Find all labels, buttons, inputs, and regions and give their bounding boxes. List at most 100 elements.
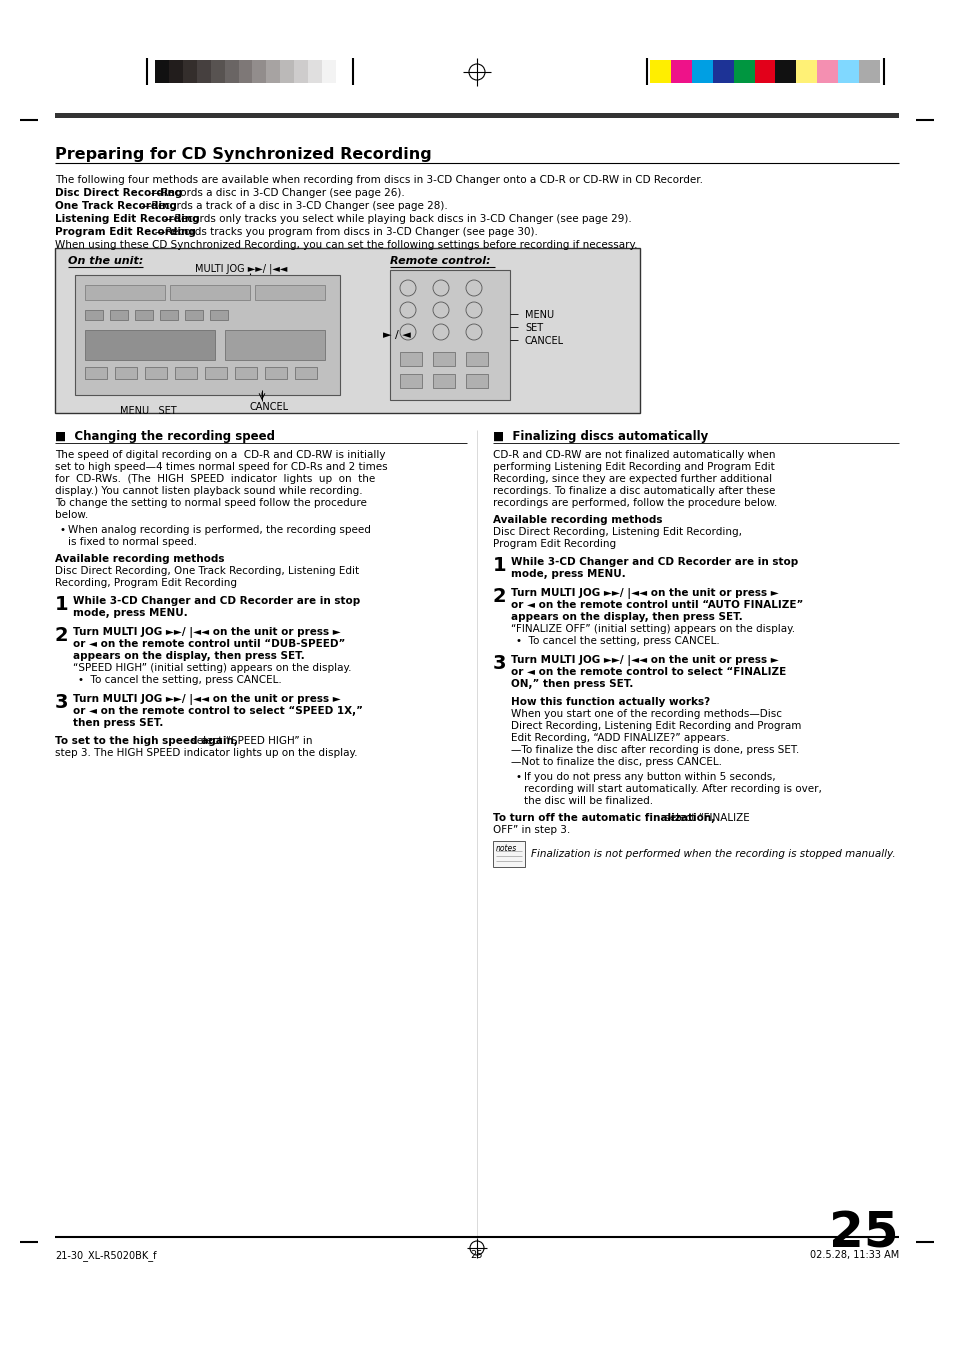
Bar xyxy=(185,310,203,320)
Text: 25: 25 xyxy=(470,1251,483,1260)
Text: step 3. The HIGH SPEED indicator lights up on the display.: step 3. The HIGH SPEED indicator lights … xyxy=(55,748,357,758)
Bar xyxy=(115,366,137,379)
Text: •  To cancel the setting, press CANCEL.: • To cancel the setting, press CANCEL. xyxy=(516,635,719,646)
Bar xyxy=(691,59,713,82)
Bar xyxy=(169,59,183,82)
Text: CANCEL: CANCEL xyxy=(250,402,289,412)
Text: •: • xyxy=(516,772,521,781)
Bar xyxy=(399,352,421,366)
Text: Direct Recording, Listening Edit Recording and Program: Direct Recording, Listening Edit Recordi… xyxy=(511,721,801,731)
Bar xyxy=(493,841,524,867)
Text: If you do not press any button within 5 seconds,: If you do not press any button within 5 … xyxy=(523,772,775,781)
Text: Turn MULTI JOG ►►/ |◄◄ on the unit or press ►: Turn MULTI JOG ►►/ |◄◄ on the unit or pr… xyxy=(511,654,778,667)
Text: MENU   SET: MENU SET xyxy=(120,406,176,416)
Text: Preparing for CD Synchronized Recording: Preparing for CD Synchronized Recording xyxy=(55,147,432,162)
Text: or ◄ on the remote control until “AUTO FINALIZE”: or ◄ on the remote control until “AUTO F… xyxy=(511,600,802,610)
Text: display.) You cannot listen playback sound while recording.: display.) You cannot listen playback sou… xyxy=(55,485,362,496)
Text: recording will start automatically. After recording is over,: recording will start automatically. Afte… xyxy=(523,784,821,794)
Bar xyxy=(775,59,796,82)
Bar xyxy=(796,59,817,82)
Text: for  CD-RWs.  (The  HIGH  SPEED  indicator  lights  up  on  the: for CD-RWs. (The HIGH SPEED indicator li… xyxy=(55,475,375,484)
Bar xyxy=(224,59,239,82)
Text: MULTI JOG ►►/ |◄◄: MULTI JOG ►►/ |◄◄ xyxy=(194,264,287,273)
Text: —To finalize the disc after recording is done, press SET.: —To finalize the disc after recording is… xyxy=(511,745,799,754)
Bar xyxy=(234,366,256,379)
Bar xyxy=(174,366,196,379)
Text: select “FINALIZE: select “FINALIZE xyxy=(660,813,749,823)
Text: —Records a disc in 3-CD Changer (see page 26).: —Records a disc in 3-CD Changer (see pag… xyxy=(151,188,404,197)
Text: Recording, since they are expected further additional: Recording, since they are expected furth… xyxy=(493,475,771,484)
Text: To change the setting to normal speed follow the procedure: To change the setting to normal speed fo… xyxy=(55,498,367,508)
Text: While 3-CD Changer and CD Recorder are in stop: While 3-CD Changer and CD Recorder are i… xyxy=(73,596,360,606)
Text: ► / ◄: ► / ◄ xyxy=(382,330,411,339)
Text: ■  Finalizing discs automatically: ■ Finalizing discs automatically xyxy=(493,430,707,443)
Text: How this function actually works?: How this function actually works? xyxy=(511,698,709,707)
Bar xyxy=(85,366,107,379)
Bar xyxy=(75,274,339,395)
Text: OFF” in step 3.: OFF” in step 3. xyxy=(493,825,570,836)
Text: the disc will be finalized.: the disc will be finalized. xyxy=(523,796,653,806)
Bar xyxy=(859,59,880,82)
Bar xyxy=(817,59,838,82)
Text: or ◄ on the remote control to select “SPEED 1X,”: or ◄ on the remote control to select “SP… xyxy=(73,706,363,717)
Text: Turn MULTI JOG ►►/ |◄◄ on the unit or press ►: Turn MULTI JOG ►►/ |◄◄ on the unit or pr… xyxy=(511,588,778,599)
Bar xyxy=(465,352,488,366)
Text: Listening Edit Recording: Listening Edit Recording xyxy=(55,214,199,224)
Bar xyxy=(85,310,103,320)
Text: 2: 2 xyxy=(55,626,69,645)
Text: Disc Direct Recording: Disc Direct Recording xyxy=(55,188,182,197)
Bar xyxy=(225,330,325,360)
Bar xyxy=(170,285,250,300)
Text: One Track Recording: One Track Recording xyxy=(55,201,176,211)
Text: •  To cancel the setting, press CANCEL.: • To cancel the setting, press CANCEL. xyxy=(78,675,281,685)
Text: mode, press MENU.: mode, press MENU. xyxy=(511,569,625,579)
Bar xyxy=(838,59,859,82)
Bar xyxy=(294,59,309,82)
Bar xyxy=(433,375,455,388)
Bar xyxy=(55,247,639,412)
Bar xyxy=(110,310,128,320)
Text: Finalization is not performed when the recording is stopped manually.: Finalization is not performed when the r… xyxy=(531,849,895,859)
Bar xyxy=(433,352,455,366)
Text: —Not to finalize the disc, press CANCEL.: —Not to finalize the disc, press CANCEL. xyxy=(511,757,721,767)
Text: While 3-CD Changer and CD Recorder are in stop: While 3-CD Changer and CD Recorder are i… xyxy=(511,557,798,566)
Bar xyxy=(238,59,253,82)
Text: or ◄ on the remote control until “DUB-SPEED”: or ◄ on the remote control until “DUB-SP… xyxy=(73,639,345,649)
Bar xyxy=(135,310,152,320)
Text: CANCEL: CANCEL xyxy=(524,337,563,346)
Text: or ◄ on the remote control to select “FINALIZE: or ◄ on the remote control to select “FI… xyxy=(511,667,785,677)
Bar xyxy=(733,59,754,82)
Text: Remote control:: Remote control: xyxy=(390,256,490,266)
Bar xyxy=(335,59,350,82)
Text: 21-30_XL-R5020BK_f: 21-30_XL-R5020BK_f xyxy=(55,1251,156,1261)
Text: When analog recording is performed, the recording speed: When analog recording is performed, the … xyxy=(68,525,371,535)
Bar xyxy=(670,59,692,82)
Text: performing Listening Edit Recording and Program Edit: performing Listening Edit Recording and … xyxy=(493,462,774,472)
Text: •: • xyxy=(60,525,66,535)
Bar xyxy=(265,366,287,379)
Bar xyxy=(712,59,734,82)
Bar xyxy=(196,59,211,82)
Text: ON,” then press SET.: ON,” then press SET. xyxy=(511,679,633,690)
Bar xyxy=(294,366,316,379)
Bar xyxy=(183,59,197,82)
Bar xyxy=(390,270,510,400)
Bar xyxy=(254,285,325,300)
Text: Available recording methods: Available recording methods xyxy=(493,515,661,525)
Text: Turn MULTI JOG ►►/ |◄◄ on the unit or press ►: Turn MULTI JOG ►►/ |◄◄ on the unit or pr… xyxy=(73,694,340,704)
Bar xyxy=(210,310,228,320)
Bar xyxy=(280,59,294,82)
Text: notes: notes xyxy=(496,844,517,853)
Text: —Records only tracks you select while playing back discs in 3-CD Changer (see pa: —Records only tracks you select while pl… xyxy=(164,214,631,224)
Bar xyxy=(85,285,165,300)
Text: ■  Changing the recording speed: ■ Changing the recording speed xyxy=(55,430,274,443)
Text: recordings are performed, follow the procedure below.: recordings are performed, follow the pro… xyxy=(493,498,777,508)
Bar xyxy=(145,366,167,379)
Text: recordings. To finalize a disc automatically after these: recordings. To finalize a disc automatic… xyxy=(493,485,775,496)
Text: 02.5.28, 11:33 AM: 02.5.28, 11:33 AM xyxy=(809,1251,898,1260)
Text: CD-R and CD-RW are not finalized automatically when: CD-R and CD-RW are not finalized automat… xyxy=(493,450,775,460)
Text: Program Edit Recording: Program Edit Recording xyxy=(493,539,616,549)
Text: Program Edit Recording: Program Edit Recording xyxy=(55,227,195,237)
Bar xyxy=(399,375,421,388)
Text: To turn off the automatic finalization,: To turn off the automatic finalization, xyxy=(493,813,715,823)
